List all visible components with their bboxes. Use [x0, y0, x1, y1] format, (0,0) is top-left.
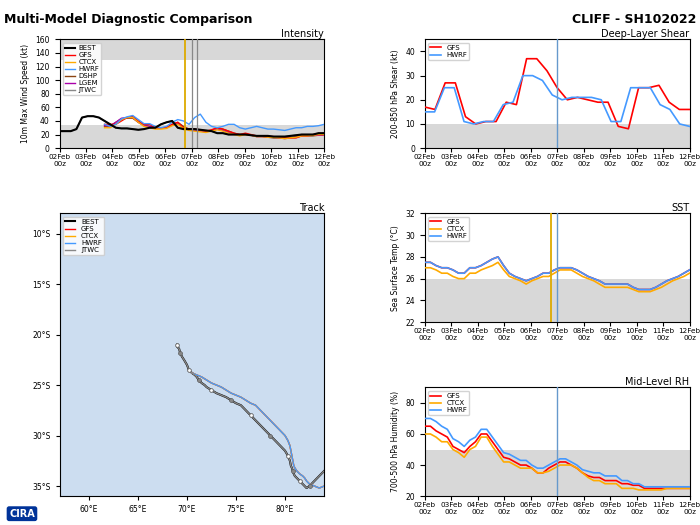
Legend: GFS, CTCX, HWRF: GFS, CTCX, HWRF [428, 391, 469, 415]
Y-axis label: 700-500 hPa Humidity (%): 700-500 hPa Humidity (%) [391, 391, 400, 492]
Legend: BEST, GFS, CTCX, HWRF, DSHP, LGEM, JTWC: BEST, GFS, CTCX, HWRF, DSHP, LGEM, JTWC [63, 43, 102, 95]
Legend: BEST, GFS, CTCX, HWRF, JTWC: BEST, GFS, CTCX, HWRF, JTWC [63, 217, 104, 255]
Legend: GFS, HWRF: GFS, HWRF [428, 43, 469, 60]
Bar [425, 39, 690, 100]
Bar [60, 104, 324, 125]
Bar [425, 213, 690, 279]
Text: SST: SST [671, 203, 690, 213]
Y-axis label: 200-850 hPa Shear (kt): 200-850 hPa Shear (kt) [391, 49, 400, 138]
Text: Deep-Layer Shear: Deep-Layer Shear [601, 28, 690, 39]
Bar [425, 100, 690, 124]
Text: Intensity: Intensity [281, 28, 324, 39]
Text: Mid-Level RH: Mid-Level RH [625, 376, 690, 386]
Text: CLIFF - SH102022: CLIFF - SH102022 [572, 13, 696, 26]
Bar [425, 387, 690, 449]
Text: CIRA: CIRA [9, 509, 35, 519]
Text: Multi-Model Diagnostic Comparison: Multi-Model Diagnostic Comparison [4, 13, 252, 26]
Y-axis label: 10m Max Wind Speed (kt): 10m Max Wind Speed (kt) [21, 44, 29, 143]
Bar [60, 60, 324, 104]
Text: Track: Track [299, 203, 324, 213]
Y-axis label: Sea Surface Temp (°C): Sea Surface Temp (°C) [391, 225, 400, 311]
Legend: GFS, CTCX, HWRF: GFS, CTCX, HWRF [428, 217, 469, 241]
